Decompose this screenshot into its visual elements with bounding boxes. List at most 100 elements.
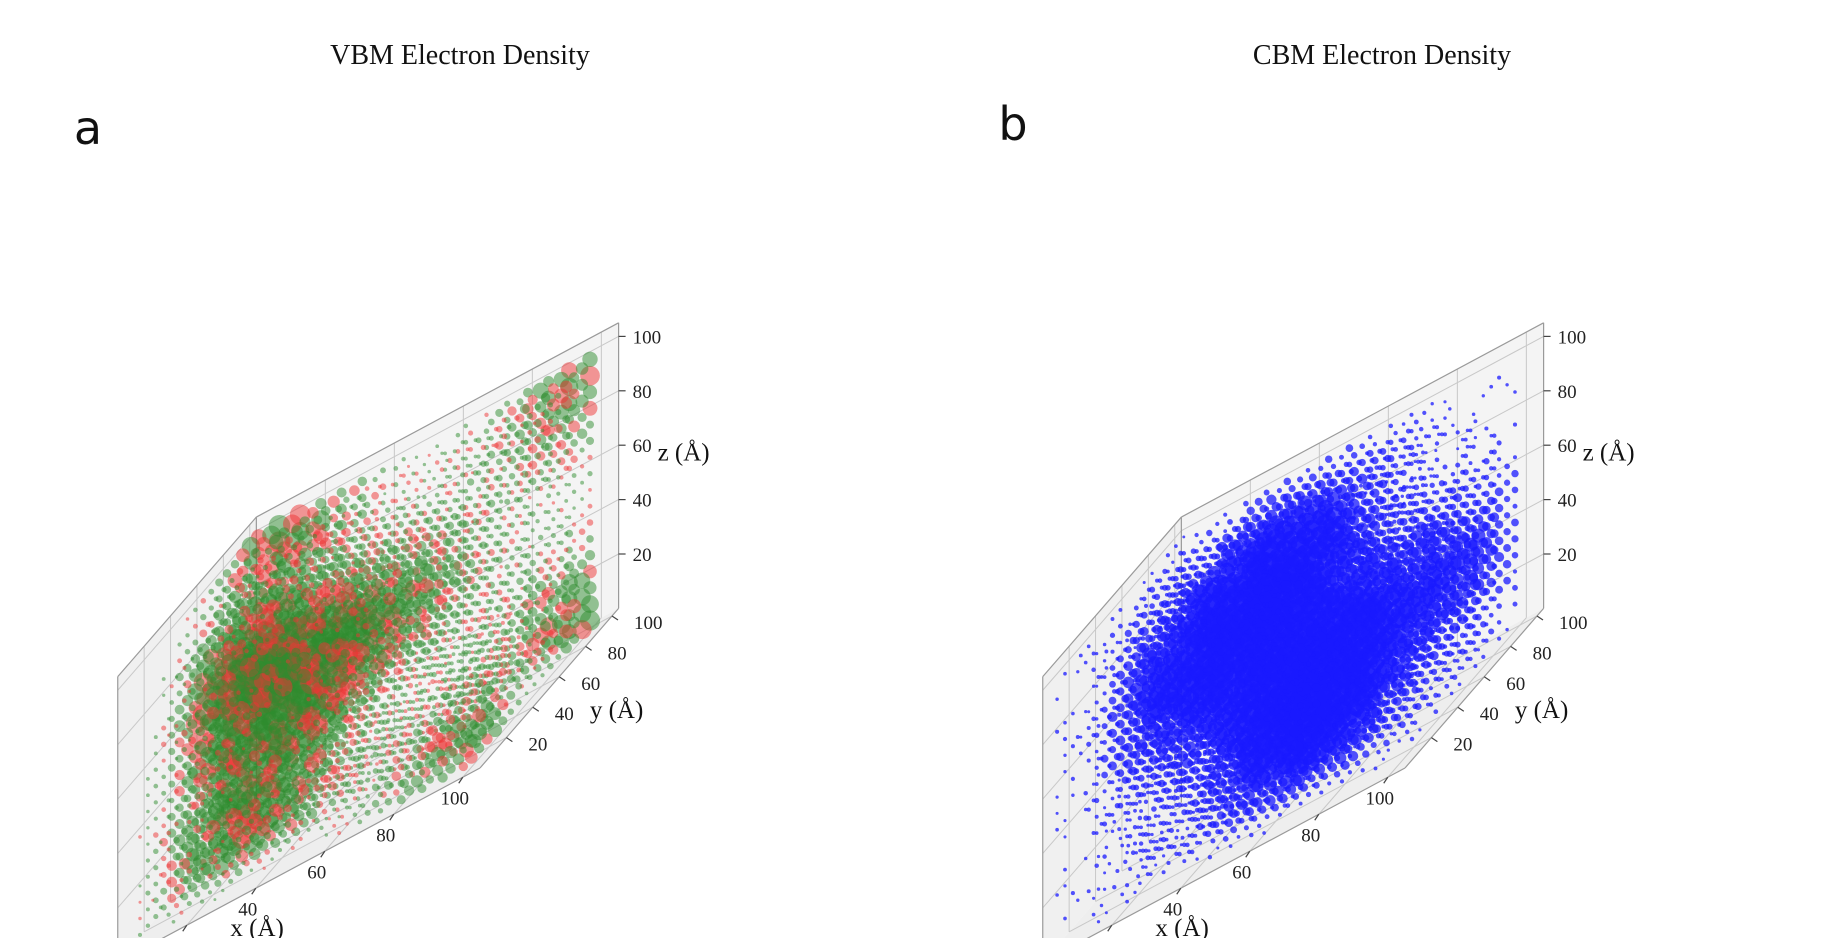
density-point [501, 417, 507, 423]
density-point [398, 748, 404, 754]
density-point [277, 781, 283, 788]
density-point [365, 745, 370, 750]
density-point [546, 398, 560, 412]
density-point [328, 798, 337, 807]
density-point [534, 583, 541, 590]
density-point [434, 614, 438, 619]
density-point [1512, 569, 1518, 574]
density-point [400, 692, 405, 697]
density-point [533, 647, 542, 656]
density-point [474, 678, 484, 688]
density-point [520, 554, 524, 558]
density-point [524, 626, 529, 630]
density-point [1414, 436, 1419, 441]
density-point [311, 818, 316, 823]
density-point [207, 792, 213, 797]
density-point [383, 492, 387, 496]
density-point [270, 677, 274, 682]
density-point [268, 689, 282, 703]
density-point [386, 693, 393, 700]
density-point [200, 598, 207, 604]
density-point [546, 493, 552, 499]
density-point [1190, 548, 1197, 555]
density-point [341, 511, 351, 521]
density-point [472, 641, 477, 645]
density-point [513, 659, 521, 667]
density-point [425, 726, 434, 735]
density-point [548, 598, 553, 604]
density-point [385, 507, 391, 513]
density-point [357, 476, 368, 487]
density-point [460, 714, 467, 721]
density-point [285, 536, 293, 544]
density-point [519, 488, 524, 493]
density-point [571, 522, 577, 527]
density-point [327, 718, 332, 723]
density-point [449, 530, 455, 536]
density-point [403, 785, 415, 796]
density-point [1242, 522, 1253, 532]
chart-title: VBM Electron Density [330, 40, 590, 71]
density-point [235, 787, 242, 794]
density-point [427, 695, 432, 701]
density-point [179, 910, 184, 915]
density-point [538, 503, 543, 507]
density-point [1460, 453, 1465, 458]
density-point [324, 784, 329, 788]
density-point [427, 638, 435, 646]
density-point [508, 644, 513, 649]
density-point [239, 608, 244, 614]
density-point [540, 393, 551, 403]
density-point [464, 609, 472, 616]
density-point [264, 849, 270, 855]
density-point [428, 541, 434, 547]
density-point [194, 761, 200, 767]
density-point [383, 780, 393, 790]
density-point [1149, 603, 1155, 609]
density-point [496, 573, 502, 579]
density-point [332, 823, 337, 828]
density-point [1305, 468, 1311, 473]
density-point [200, 801, 205, 806]
density-point [356, 495, 362, 501]
density-point [449, 563, 455, 568]
density-point [333, 520, 344, 530]
density-point [193, 841, 201, 850]
density-point [399, 577, 406, 584]
density-point [232, 615, 242, 625]
density-point [291, 647, 301, 657]
density-point [478, 527, 483, 531]
density-point [486, 615, 491, 621]
density-point [1487, 481, 1495, 488]
density-point [224, 625, 234, 634]
density-point [405, 738, 413, 746]
density-point [337, 815, 341, 819]
density-point [318, 642, 331, 655]
density-point [415, 690, 421, 696]
density-point [483, 566, 488, 571]
density-point [259, 597, 265, 603]
density-point [161, 741, 167, 747]
density-point [1488, 449, 1494, 455]
density-point [354, 528, 359, 533]
density-point [392, 570, 397, 576]
density-point [345, 740, 349, 744]
density-point [200, 881, 210, 890]
density-point [326, 666, 338, 678]
density-point [534, 436, 542, 444]
density-point [499, 516, 503, 520]
density-point [353, 772, 359, 778]
density-point [454, 619, 459, 624]
density-point [1451, 423, 1455, 428]
density-point [371, 508, 379, 516]
density-point [161, 855, 167, 862]
density-point [329, 587, 335, 593]
density-point [507, 659, 514, 666]
density-point [587, 471, 593, 477]
density-point [500, 644, 508, 653]
density-point [334, 659, 341, 666]
density-point [499, 684, 507, 692]
density-point [1468, 477, 1473, 482]
density-point [306, 541, 314, 549]
density-point [411, 700, 416, 704]
